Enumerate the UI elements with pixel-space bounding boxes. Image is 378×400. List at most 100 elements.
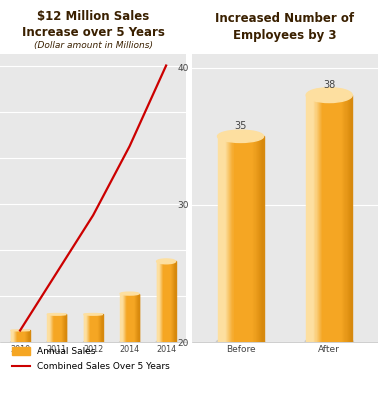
Bar bbox=[157, 261, 158, 342]
Bar bbox=[328, 95, 329, 342]
Bar bbox=[99, 314, 100, 342]
Bar bbox=[137, 294, 138, 342]
Bar bbox=[231, 136, 233, 342]
Bar bbox=[307, 95, 309, 342]
Bar bbox=[250, 136, 251, 342]
Bar bbox=[55, 314, 56, 342]
Bar bbox=[63, 314, 64, 342]
Bar bbox=[91, 314, 92, 342]
Bar bbox=[339, 95, 341, 342]
Bar bbox=[124, 294, 125, 342]
Bar bbox=[242, 136, 243, 342]
Bar bbox=[169, 261, 170, 342]
Bar bbox=[306, 95, 308, 342]
Bar bbox=[238, 136, 240, 342]
Bar bbox=[341, 95, 342, 342]
Bar bbox=[50, 314, 51, 342]
Bar bbox=[308, 95, 310, 342]
Bar bbox=[101, 314, 102, 342]
Ellipse shape bbox=[156, 340, 176, 344]
Bar bbox=[175, 261, 176, 342]
Bar bbox=[132, 294, 133, 342]
Bar bbox=[348, 95, 349, 342]
Bar bbox=[48, 314, 49, 342]
Bar bbox=[102, 314, 103, 342]
Bar bbox=[16, 330, 17, 342]
Bar bbox=[165, 261, 166, 342]
Bar bbox=[349, 95, 350, 342]
Ellipse shape bbox=[306, 88, 352, 102]
Bar bbox=[20, 330, 21, 342]
Bar bbox=[48, 314, 49, 342]
Bar bbox=[62, 314, 63, 342]
Bar bbox=[222, 136, 223, 342]
Bar bbox=[244, 136, 245, 342]
Bar bbox=[126, 294, 127, 342]
Bar bbox=[313, 95, 314, 342]
Bar bbox=[86, 314, 87, 342]
Bar bbox=[14, 330, 15, 342]
Bar bbox=[136, 294, 137, 342]
Bar bbox=[232, 136, 234, 342]
Bar bbox=[344, 95, 345, 342]
Bar bbox=[316, 95, 318, 342]
Bar bbox=[52, 314, 53, 342]
Bar bbox=[85, 314, 86, 342]
Bar bbox=[95, 314, 96, 342]
Bar bbox=[347, 95, 348, 342]
Bar bbox=[134, 294, 135, 342]
Bar bbox=[47, 314, 48, 342]
Bar bbox=[318, 95, 319, 342]
Text: (Dollar amount in Millions): (Dollar amount in Millions) bbox=[34, 41, 153, 50]
Bar bbox=[160, 261, 161, 342]
Bar bbox=[51, 314, 52, 342]
Bar bbox=[132, 294, 133, 342]
Bar bbox=[312, 95, 313, 342]
Bar bbox=[320, 95, 321, 342]
Bar bbox=[261, 136, 263, 342]
Bar bbox=[156, 261, 157, 342]
Bar bbox=[65, 314, 66, 342]
Bar bbox=[217, 136, 219, 342]
Bar bbox=[343, 95, 344, 342]
Bar bbox=[172, 261, 173, 342]
Bar bbox=[162, 261, 163, 342]
Bar bbox=[49, 314, 50, 342]
Bar bbox=[20, 330, 21, 342]
Bar bbox=[230, 136, 231, 342]
Ellipse shape bbox=[217, 130, 263, 142]
Bar bbox=[258, 136, 259, 342]
Bar bbox=[240, 136, 242, 342]
Bar bbox=[56, 314, 57, 342]
Bar bbox=[251, 136, 252, 342]
Bar bbox=[243, 136, 244, 342]
Bar bbox=[13, 330, 14, 342]
Bar bbox=[351, 95, 352, 342]
Bar bbox=[342, 95, 343, 342]
Bar bbox=[262, 136, 264, 342]
Bar bbox=[225, 136, 226, 342]
Bar bbox=[120, 294, 121, 342]
Ellipse shape bbox=[47, 314, 66, 315]
Bar bbox=[236, 136, 237, 342]
Bar bbox=[61, 314, 62, 342]
Bar bbox=[161, 261, 162, 342]
Bar bbox=[173, 261, 174, 342]
Bar bbox=[332, 95, 333, 342]
Bar bbox=[345, 95, 347, 342]
Bar bbox=[27, 330, 28, 342]
Bar bbox=[17, 330, 18, 342]
Ellipse shape bbox=[120, 341, 139, 343]
Bar bbox=[25, 330, 26, 342]
Bar bbox=[168, 261, 169, 342]
Bar bbox=[234, 136, 235, 342]
Bar bbox=[135, 294, 136, 342]
Text: Increased Number of
Employees by 3: Increased Number of Employees by 3 bbox=[215, 12, 355, 42]
Bar bbox=[23, 330, 24, 342]
Bar bbox=[93, 314, 94, 342]
Bar bbox=[26, 330, 27, 342]
Ellipse shape bbox=[305, 337, 353, 347]
Bar bbox=[246, 136, 248, 342]
Bar bbox=[235, 136, 236, 342]
Bar bbox=[254, 136, 256, 342]
